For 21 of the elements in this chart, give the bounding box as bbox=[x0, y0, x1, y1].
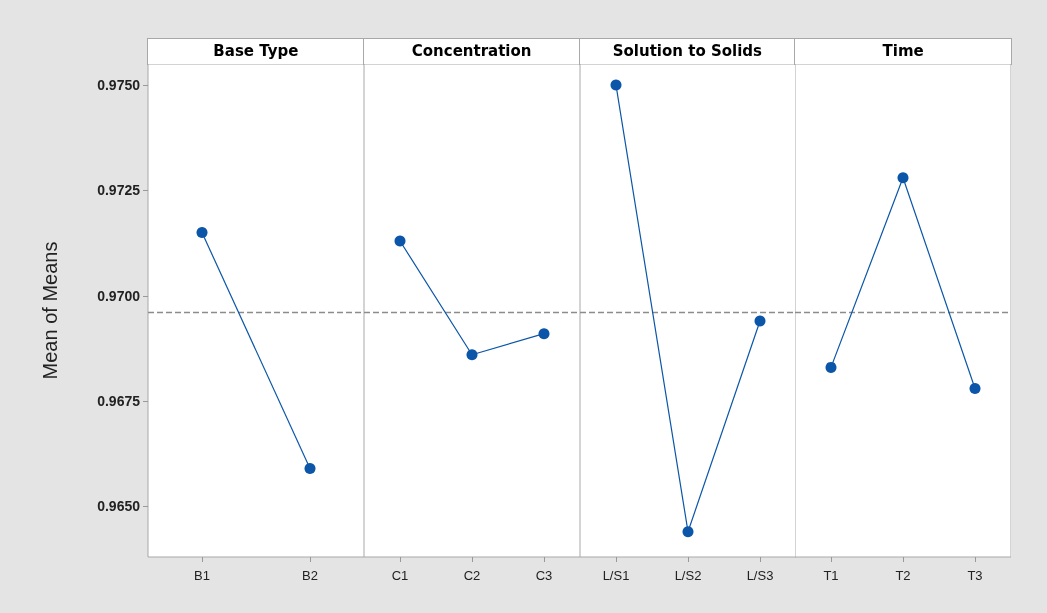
x-tick-label: C1 bbox=[391, 568, 409, 583]
chart-title: Solution to Solids bbox=[578, 38, 797, 65]
x-tick-label: L/S2 bbox=[674, 568, 701, 583]
x-tick-label: C2 bbox=[463, 568, 481, 583]
x-tick-label: L/S1 bbox=[602, 568, 629, 583]
x-tick-label: T3 bbox=[967, 568, 983, 583]
y-tick-label: 0.9700 bbox=[97, 287, 141, 304]
y-tick-label: 0.9750 bbox=[97, 77, 141, 94]
chart-title: Base Type bbox=[147, 38, 365, 65]
y-tick-label: 0.9725 bbox=[97, 182, 141, 199]
y-tick-label: 0.9675 bbox=[97, 393, 141, 410]
x-tick-label: B2 bbox=[302, 568, 318, 583]
chart-title: Concentration bbox=[362, 38, 581, 65]
x-tick-label: T2 bbox=[895, 568, 911, 583]
x-tick-label: T1 bbox=[823, 568, 839, 583]
x-tick-label: B1 bbox=[194, 568, 210, 583]
x-tick-label: L/S3 bbox=[746, 568, 773, 583]
y-tick-label: 0.9650 bbox=[97, 498, 141, 515]
chart-title: Time bbox=[794, 38, 1012, 65]
x-tick-label: C3 bbox=[535, 568, 553, 583]
y-axis-title: Mean of Means bbox=[39, 241, 61, 380]
